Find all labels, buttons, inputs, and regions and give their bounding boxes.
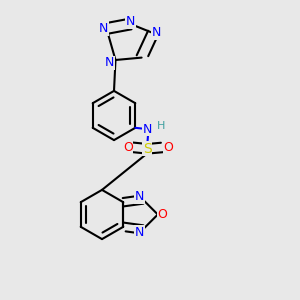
Text: N: N bbox=[105, 56, 114, 70]
Text: S: S bbox=[143, 142, 152, 156]
Text: N: N bbox=[151, 26, 161, 40]
Text: O: O bbox=[164, 141, 173, 154]
Text: O: O bbox=[123, 141, 133, 154]
Text: N: N bbox=[142, 123, 152, 136]
Text: O: O bbox=[158, 208, 167, 221]
Text: N: N bbox=[135, 226, 145, 239]
Text: N: N bbox=[126, 15, 135, 28]
Text: N: N bbox=[99, 22, 108, 35]
Text: H: H bbox=[157, 121, 165, 131]
Text: N: N bbox=[135, 190, 145, 203]
